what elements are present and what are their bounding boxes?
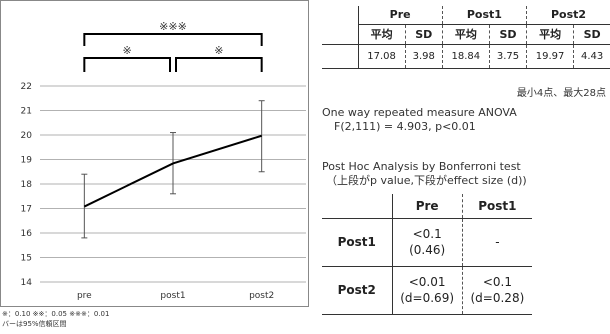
y-tick-label: 16 [21, 229, 33, 239]
effect-size: (d=0.69) [400, 291, 455, 305]
cell-post2-sd: 4.43 [573, 44, 610, 69]
significance-label: ※ [214, 44, 223, 57]
y-tick-label: 19 [21, 156, 33, 166]
footnote-significance: ※：0.10 ※※：0.05 ※※※：0.01 [2, 310, 110, 318]
footnote-errorbar: バーは95%信頼区間 [2, 320, 67, 328]
cell-post1-vs-post1: - [462, 218, 532, 267]
posthoc-title: Post Hoc Analysis by Bonferroni test [322, 160, 521, 173]
posthoc-table: Pre Post1 Post1 <0.1 (0.46) - Post2 <0.0… [322, 194, 532, 315]
group-header-post2: Post2 [526, 6, 610, 25]
y-tick-label: 14 [21, 278, 33, 288]
table-header-row: Pre Post1 Post2 [322, 6, 610, 45]
subheader-mean: 平均 [358, 24, 406, 45]
cell-post2-mean: 19.97 [526, 44, 575, 69]
effect-size: (0.46) [409, 243, 446, 257]
table-row: Post1 <0.1 (0.46) - [322, 218, 532, 267]
row-header-post1: Post1 [322, 218, 393, 267]
y-tick-label: 15 [21, 254, 32, 264]
score-range-note: 最小4点、最大28点 [516, 88, 606, 99]
table-corner [322, 194, 393, 219]
y-tick-label: 18 [21, 180, 33, 190]
anova-result: F(2,111) = 4.903, p<0.01 [334, 120, 476, 133]
x-tick-label: post2 [249, 291, 274, 301]
subheader-sd: SD [489, 24, 528, 45]
significance-bracket [83, 33, 263, 46]
subheader-sd: SD [573, 24, 610, 45]
p-value: <0.1 [482, 275, 512, 289]
cell-post1-mean: 18.84 [442, 44, 490, 69]
chart-panel: 14 15 16 17 18 19 20 21 22 pre post1 post2 ※※※ ※ ※ ※：0… [0, 0, 309, 328]
subheader-mean: 平均 [526, 24, 575, 45]
p-value: <0.01 [408, 275, 446, 289]
cell-post2-vs-pre: <0.01 (d=0.69) [392, 266, 463, 315]
p-value: <0.1 [412, 227, 442, 241]
y-tick-label: 20 [21, 131, 33, 141]
subheader-sd: SD [405, 24, 443, 45]
subheader-mean: 平均 [442, 24, 490, 45]
cell-pre-mean: 17.08 [358, 44, 406, 69]
y-tick-label: 22 [21, 82, 32, 92]
table-row: 17.08 3.98 18.84 3.75 19.97 4.43 [322, 44, 610, 69]
x-tick-label: post1 [160, 291, 185, 301]
table-row: Post2 <0.01 (d=0.69) <0.1 (d=0.28) [322, 266, 532, 315]
table-corner [322, 6, 359, 45]
y-tick-label: 21 [21, 107, 32, 117]
x-tick-label: pre [77, 291, 92, 301]
cell-post1-vs-pre: <0.1 (0.46) [392, 218, 463, 267]
cell-post2-vs-post1: <0.1 (d=0.28) [462, 266, 532, 315]
cell-post1-sd: 3.75 [489, 44, 528, 69]
table-header-row: Pre Post1 [322, 194, 532, 219]
effect-size: (d=0.28) [470, 291, 525, 305]
significance-bracket [175, 57, 263, 72]
column-header-pre: Pre [392, 194, 463, 219]
significance-label: ※ [123, 44, 132, 57]
series-line [83, 134, 262, 208]
significance-label: ※※※ [159, 20, 187, 33]
column-header-post1: Post1 [462, 194, 532, 219]
cell-pre-sd: 3.98 [405, 44, 443, 69]
posthoc-subtitle: （上段がp value,下段がeffect size (d)) [326, 174, 527, 187]
y-tick-label: 17 [21, 205, 32, 215]
descriptive-stats-table: Pre Post1 Post2 平均 SD 平均 SD 平均 SD 17.08 … [322, 6, 610, 69]
chart-frame [0, 0, 309, 307]
row-header-post2: Post2 [322, 266, 393, 315]
row-label-blank [322, 44, 359, 69]
group-header-pre: Pre [358, 6, 443, 25]
significance-bracket [83, 57, 171, 72]
anova-title: One way repeated measure ANOVA [322, 106, 517, 119]
table-subheader-row: 平均 SD 平均 SD 平均 SD [322, 24, 610, 45]
group-header-post1: Post1 [442, 6, 528, 25]
